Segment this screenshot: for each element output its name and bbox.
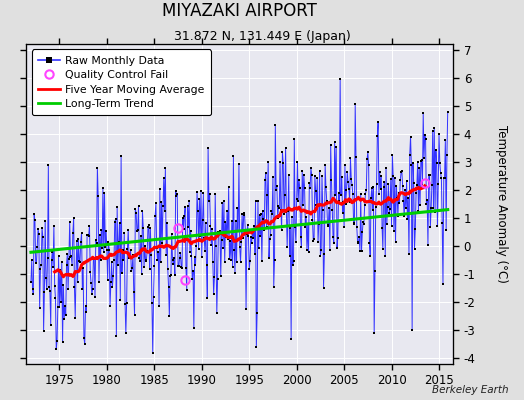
Text: Berkeley Earth: Berkeley Earth [432,385,508,395]
Y-axis label: Temperature Anomaly (°C): Temperature Anomaly (°C) [495,125,508,283]
Text: 31.872 N, 131.449 E (Japan): 31.872 N, 131.449 E (Japan) [173,30,351,43]
Title: MIYAZAKI AIRPORT: MIYAZAKI AIRPORT [162,2,317,20]
Legend: Raw Monthly Data, Quality Control Fail, Five Year Moving Average, Long-Term Tren: Raw Monthly Data, Quality Control Fail, … [31,50,211,116]
